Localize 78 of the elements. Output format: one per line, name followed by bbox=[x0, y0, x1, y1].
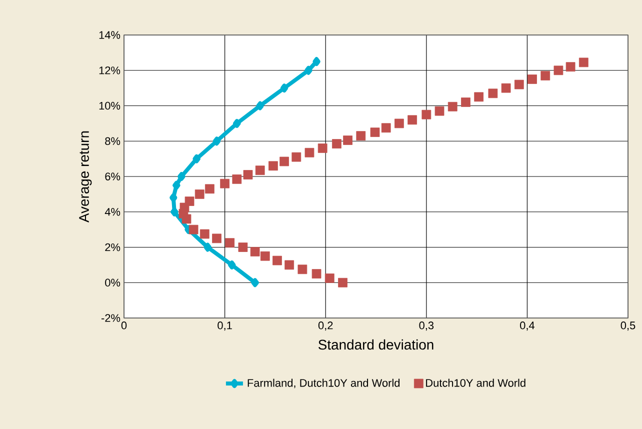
y-tick-label: 4% bbox=[104, 208, 120, 216]
point bbox=[232, 174, 242, 184]
point bbox=[381, 123, 391, 133]
legend-label: Farmland, Dutch10Y and World bbox=[248, 378, 400, 388]
legend-label: Dutch10Y and World bbox=[426, 378, 526, 387]
x-tick-label: 0,1 bbox=[218, 322, 232, 331]
point bbox=[200, 229, 210, 239]
point bbox=[178, 172, 186, 181]
point bbox=[394, 118, 404, 128]
point bbox=[408, 115, 417, 125]
point bbox=[238, 242, 248, 252]
point bbox=[474, 92, 484, 102]
point bbox=[488, 88, 498, 98]
point bbox=[514, 80, 524, 90]
point bbox=[225, 238, 235, 248]
point bbox=[212, 136, 221, 146]
point bbox=[448, 102, 458, 112]
point bbox=[318, 144, 328, 153]
point bbox=[204, 242, 212, 252]
point bbox=[356, 131, 366, 140]
point bbox=[554, 66, 564, 76]
point bbox=[256, 101, 264, 110]
point bbox=[501, 83, 511, 93]
point bbox=[304, 66, 312, 75]
point bbox=[272, 256, 282, 266]
point bbox=[188, 224, 198, 234]
point bbox=[292, 152, 302, 162]
point bbox=[192, 154, 200, 164]
point bbox=[304, 148, 314, 158]
point bbox=[312, 269, 322, 278]
point bbox=[268, 161, 278, 171]
x-axis-title: Standard deviation bbox=[318, 339, 434, 350]
y-tick-label: 12% bbox=[99, 66, 120, 74]
point bbox=[298, 264, 308, 274]
point bbox=[280, 156, 289, 166]
x-tick-label: 0,4 bbox=[520, 322, 534, 331]
point bbox=[243, 170, 253, 180]
point bbox=[205, 184, 214, 194]
point bbox=[220, 178, 230, 188]
point bbox=[434, 106, 444, 116]
point bbox=[343, 136, 352, 145]
y-tick-label: 10% bbox=[99, 102, 120, 110]
point bbox=[338, 278, 348, 288]
point bbox=[566, 62, 576, 72]
point bbox=[578, 58, 588, 68]
point bbox=[170, 193, 178, 202]
y-tick-label: 6% bbox=[105, 172, 120, 180]
x-tick-label: 0 bbox=[121, 322, 127, 330]
x-tick-label: 0,2 bbox=[318, 322, 333, 331]
point bbox=[528, 74, 537, 84]
point bbox=[228, 260, 236, 270]
point bbox=[260, 251, 270, 261]
point bbox=[280, 84, 288, 93]
y-tick-label: 2% bbox=[105, 243, 120, 252]
y-tick-label: 14% bbox=[99, 31, 120, 39]
point bbox=[370, 128, 380, 137]
y-axis-title: Average return bbox=[79, 131, 92, 222]
y-tick-label: 0% bbox=[105, 278, 120, 287]
y-tick-label: -2% bbox=[101, 314, 120, 322]
point bbox=[284, 260, 294, 270]
point bbox=[170, 207, 178, 216]
point bbox=[332, 139, 342, 148]
point bbox=[250, 246, 260, 256]
point bbox=[184, 196, 194, 206]
point bbox=[312, 57, 320, 66]
point bbox=[194, 190, 204, 199]
point bbox=[461, 98, 470, 107]
x-tick-label: 0,3 bbox=[419, 322, 434, 331]
point bbox=[212, 234, 222, 244]
y-tick-label: 8% bbox=[105, 137, 120, 146]
point bbox=[324, 274, 334, 283]
point bbox=[251, 278, 259, 288]
x-tick-label: 0,5 bbox=[620, 322, 636, 331]
point bbox=[172, 180, 180, 190]
point bbox=[233, 118, 241, 128]
point bbox=[422, 110, 432, 120]
point bbox=[540, 70, 550, 80]
point bbox=[255, 166, 265, 175]
